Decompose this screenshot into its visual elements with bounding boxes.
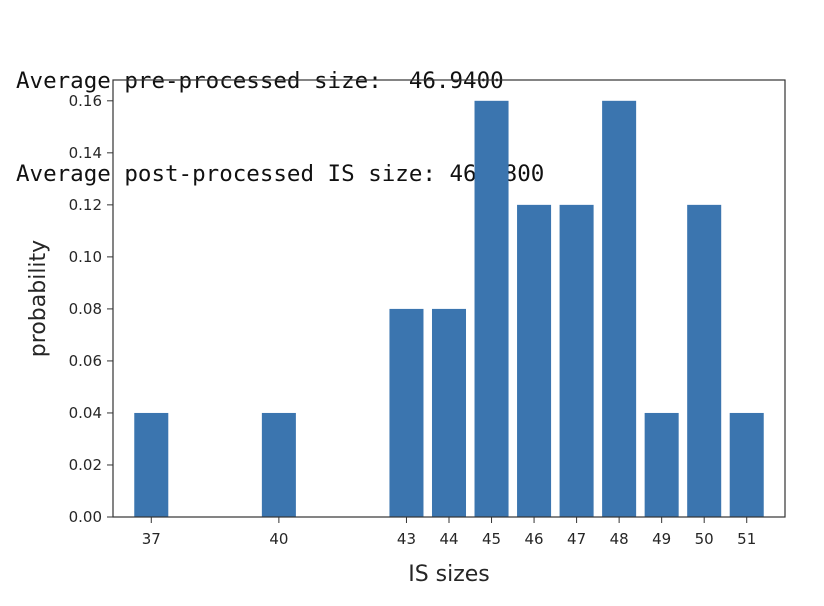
bar-50 [687, 204, 722, 517]
x-axis-label: IS sizes [408, 562, 490, 587]
bar-37 [134, 412, 169, 517]
x-tick-label: 46 [525, 530, 544, 548]
x-tick-label: 37 [142, 530, 161, 548]
x-tick-label: 47 [567, 530, 586, 548]
x-tick-label: 40 [269, 530, 288, 548]
x-tick-label: 51 [737, 530, 756, 548]
cell-output: Average pre-processed size: 46.9400 Aver… [16, 4, 544, 221]
pre-processed-size-line: Average pre-processed size: 46.9400 [16, 68, 504, 94]
bar-43 [389, 308, 424, 517]
x-tick-label: 48 [610, 530, 629, 548]
x-tick-label: 44 [439, 530, 458, 548]
bar-45 [474, 100, 509, 518]
y-tick-label: 0.00 [69, 508, 102, 526]
x-tick-label: 45 [482, 530, 501, 548]
bar-40 [261, 412, 296, 517]
y-tick-label: 0.10 [69, 248, 102, 266]
y-tick-label: 0.14 [69, 144, 102, 162]
bar-48 [602, 100, 637, 518]
post-processed-size-line: Average post-processed IS size: 46.0800 [16, 161, 545, 187]
y-ticks: 0.00 0.02 0.04 0.06 0.08 0.10 0.12 0.14 0.16 [69, 92, 113, 526]
y-axis-label: probability [26, 240, 51, 357]
y-tick-label: 0.06 [69, 352, 102, 370]
bar-51 [729, 412, 764, 517]
y-tick-label: 0.02 [69, 456, 102, 474]
bar-47 [559, 204, 594, 517]
bars-group [134, 100, 764, 518]
x-tick-label: 49 [652, 530, 671, 548]
bar-44 [431, 308, 467, 517]
bar-46 [517, 204, 552, 517]
y-tick-label: 0.12 [69, 196, 102, 214]
x-tick-label: 43 [397, 530, 416, 548]
y-tick-label: 0.16 [69, 92, 102, 110]
x-ticks: 37 40 43 44 45 46 47 48 49 50 51 [142, 517, 756, 548]
x-tick-label: 50 [695, 530, 714, 548]
bar-49 [644, 412, 679, 517]
y-tick-label: 0.04 [69, 404, 102, 422]
y-tick-label: 0.08 [69, 300, 102, 318]
